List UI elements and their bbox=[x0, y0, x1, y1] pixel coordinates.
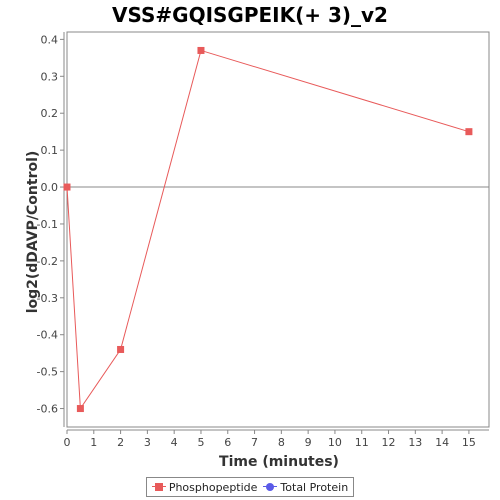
x-tick-label: 13 bbox=[408, 436, 422, 449]
legend-circle-marker-icon bbox=[263, 482, 278, 492]
y-tick-label: 0.0 bbox=[41, 181, 59, 194]
x-tick-label: 0 bbox=[64, 436, 71, 449]
y-tick-label: -0.4 bbox=[37, 329, 58, 342]
x-tick-label: 11 bbox=[355, 436, 369, 449]
y-tick-label: -0.6 bbox=[37, 403, 58, 416]
x-tick-label: 14 bbox=[435, 436, 449, 449]
x-tick-label: 6 bbox=[224, 436, 231, 449]
x-tick-label: 9 bbox=[305, 436, 312, 449]
y-tick-label: 0.2 bbox=[41, 107, 59, 120]
x-tick-label: 4 bbox=[171, 436, 178, 449]
series-layer bbox=[63, 46, 473, 413]
data-point bbox=[76, 405, 84, 413]
legend-item-phosphopeptide: Phosphopeptide bbox=[151, 480, 258, 494]
y-tick-label: -0.3 bbox=[37, 292, 58, 305]
data-point bbox=[465, 128, 473, 136]
legend-item-total-protein: Total Protein bbox=[263, 481, 348, 494]
y-tick-label: 0.1 bbox=[41, 144, 59, 157]
x-tick-label: 12 bbox=[382, 436, 396, 449]
legend: Phosphopeptide Total Protein bbox=[146, 477, 354, 497]
x-tick-label: 5 bbox=[197, 436, 204, 449]
y-tick-label: 0.4 bbox=[41, 33, 59, 46]
x-axis: 0 1 2 3 4 5 6 7 8 9 10 11 12 13 14 15 bbox=[64, 429, 489, 449]
x-tick-label: 15 bbox=[462, 436, 476, 449]
data-point bbox=[197, 46, 205, 54]
x-tick-label: 8 bbox=[278, 436, 285, 449]
data-point bbox=[63, 183, 71, 191]
y-tick-label: 0.3 bbox=[41, 70, 59, 83]
x-tick-label: 7 bbox=[251, 436, 258, 449]
x-axis-label: Time (minutes) bbox=[219, 454, 339, 470]
data-point bbox=[117, 345, 125, 353]
x-tick-label: 10 bbox=[328, 436, 342, 449]
y-tick-label: -0.1 bbox=[37, 218, 58, 231]
y-tick-label: -0.5 bbox=[37, 366, 58, 379]
legend-square-marker-icon bbox=[151, 482, 166, 492]
legend-label-phosphopeptide: Phosphopeptide bbox=[168, 480, 258, 494]
x-tick-label: 1 bbox=[90, 436, 97, 449]
y-axis: 0.4 0.3 0.2 0.1 0.0 -0.1 -0.2 -0.3 -0.4 -0.5 -0.6 bbox=[37, 32, 65, 427]
plot-area bbox=[66, 31, 490, 428]
legend-label-total-protein: Total Protein bbox=[280, 480, 349, 494]
x-tick-label: 2 bbox=[117, 436, 124, 449]
y-tick-label: -0.2 bbox=[37, 255, 58, 268]
chart-title: VSS#GQISGPEIK(+ 3)_v2 bbox=[112, 3, 388, 27]
y-axis-label: log2(dDAVP/Control) bbox=[25, 151, 41, 314]
x-tick-label: 3 bbox=[144, 436, 151, 449]
